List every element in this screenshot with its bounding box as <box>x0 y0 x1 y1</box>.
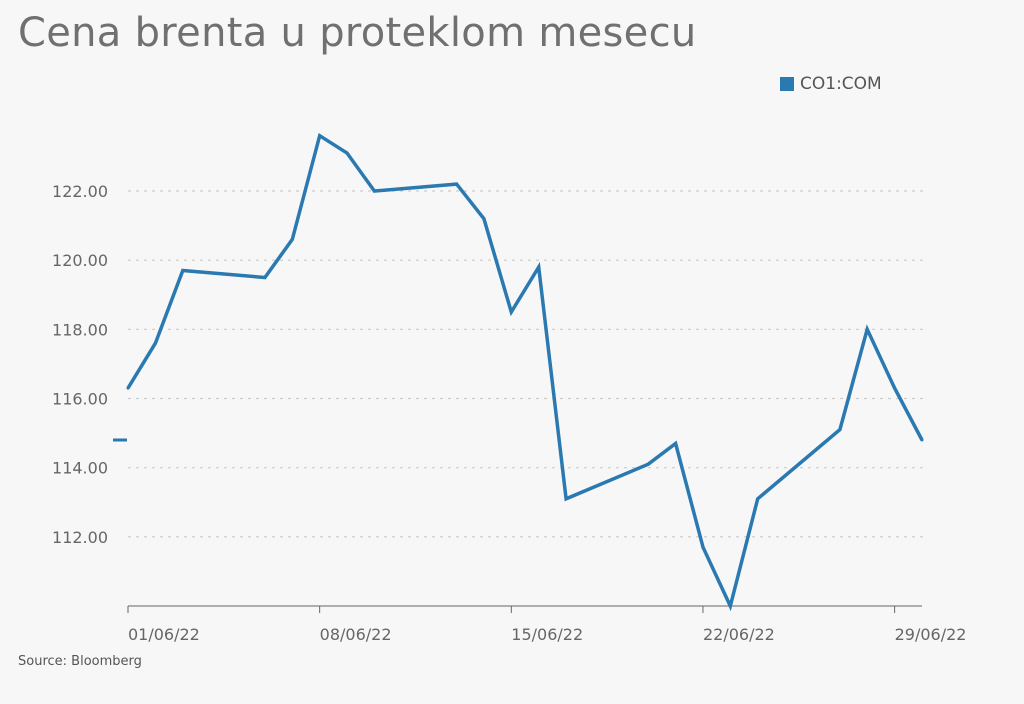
x-tick-label: 01/06/22 <box>128 625 200 644</box>
y-tick-label: 120.00 <box>52 251 108 270</box>
data-point <box>920 438 924 442</box>
data-point <box>482 217 486 221</box>
data-point <box>455 182 459 186</box>
data-point <box>509 310 513 314</box>
x-tick-label: 22/06/22 <box>703 625 775 644</box>
y-tick-label: 116.00 <box>52 390 108 409</box>
y-tick-label: 112.00 <box>52 528 108 547</box>
data-point <box>263 275 267 279</box>
data-point <box>674 441 678 445</box>
y-tick-label: 114.00 <box>52 459 108 478</box>
data-point <box>126 386 130 390</box>
data-point <box>181 269 185 273</box>
chart-title: Cena brenta u proteklom mesecu <box>18 10 697 56</box>
x-tick-label: 08/06/22 <box>320 625 392 644</box>
data-point <box>838 428 842 432</box>
data-point <box>646 462 650 466</box>
data-point <box>372 189 376 193</box>
data-point <box>756 497 760 501</box>
legend-label: CO1:COM <box>800 74 882 94</box>
data-point <box>537 265 541 269</box>
x-tick-label: 29/06/22 <box>895 625 967 644</box>
data-point <box>153 341 157 345</box>
data-point <box>564 497 568 501</box>
y-tick-label: 122.00 <box>52 182 108 201</box>
source-note: Source: Bloomberg <box>18 654 142 669</box>
data-point <box>728 604 732 608</box>
data-point <box>701 545 705 549</box>
series-line <box>126 132 924 612</box>
data-point <box>290 237 294 241</box>
legend: CO1:COM <box>780 74 882 94</box>
x-tick-label: 15/06/22 <box>511 625 583 644</box>
data-point <box>893 386 897 390</box>
data-point <box>865 327 869 331</box>
y-tick-label: 118.00 <box>52 320 108 339</box>
legend-swatch <box>780 77 794 91</box>
data-point <box>318 134 322 138</box>
data-point <box>345 151 349 155</box>
